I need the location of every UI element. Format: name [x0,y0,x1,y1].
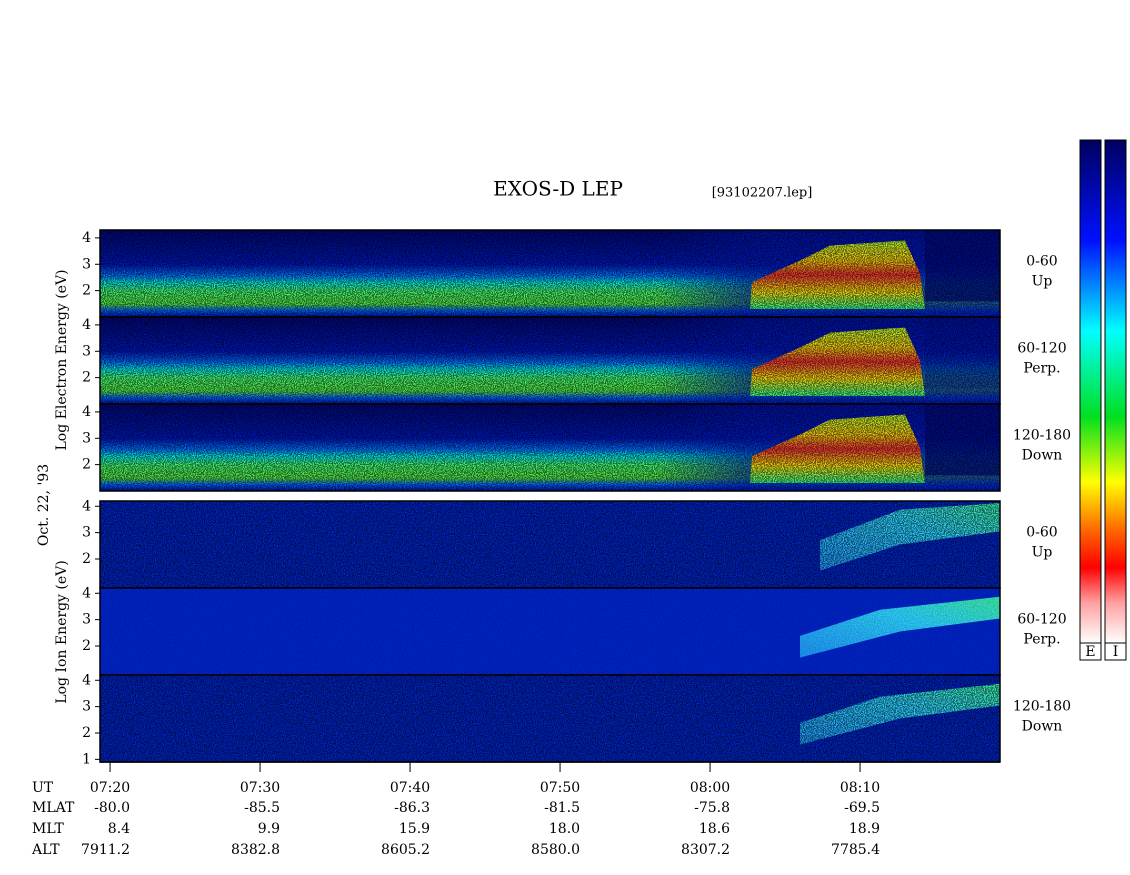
panel-label: Perp. [1023,632,1060,648]
y-tick-label: 2 [82,725,91,741]
ephemeris-value: 18.0 [549,821,580,837]
spectrogram-noise [100,675,1000,762]
panel-label: 60-120 [1017,612,1066,628]
ephemeris-value: 8580.0 [531,842,580,858]
chart-title: EXOS-D LEP [493,177,623,201]
panel-label: 120-180 [1013,699,1071,715]
y-tick-label: 3 [82,256,91,272]
panel-label: 0-60 [1026,254,1057,270]
ephemeris-value: 8.4 [108,821,130,837]
ephemeris-row-label: MLAT [32,800,75,816]
y-tick-label: 2 [82,551,91,567]
colorbar-label-box [1104,642,1127,661]
colorbar [1104,139,1127,644]
panel-label: Down [1022,719,1063,735]
panel-label: Down [1022,448,1063,464]
ephemeris-value: 9.9 [258,821,280,837]
ephemeris-row-label: ALT [31,842,60,858]
colorbar-label: I [1113,644,1119,660]
y-tick-label: 4 [82,672,91,688]
panel-label: 120-180 [1013,428,1071,444]
ephemeris-value: -69.5 [844,800,880,816]
x-tick-label: 07:30 [240,780,280,796]
y-tick-label: 4 [82,585,91,601]
colorbar [1079,139,1102,644]
y-axis-label: Log Electron Energy (eV) [54,269,70,450]
panel-frame [99,403,1001,492]
ephemeris-value: 7911.2 [81,842,130,858]
panel-label: Perp. [1023,361,1060,377]
y-tick-label: 3 [82,612,91,628]
y-tick-label: 4 [82,498,91,514]
y-axis-label: Log Ion Energy (eV) [54,560,70,703]
colorbar-label-box [1079,642,1102,661]
y-tick-label: 4 [82,404,91,420]
ephemeris-value: -85.5 [244,800,280,816]
x-tick-label: 07:50 [540,780,580,796]
panel-label: Up [1032,545,1053,561]
y-tick-label: 2 [82,638,91,654]
panel-label: 60-120 [1017,341,1066,357]
x-tick-label: 08:10 [840,780,880,796]
file-label: [93102207.lep] [712,186,813,201]
y-tick-label: 3 [82,343,91,359]
plot-layer: 2 3 4 0-60 Up 2 3 4 60-120 Perp. 2 3 4 120-180 Down 2 3 4… [31,229,1071,858]
spectrogram-noise [100,588,1000,675]
ephemeris-value: -80.0 [94,800,130,816]
ephemeris-row-label: UT [32,780,54,796]
ephemeris-value: 18.9 [849,821,880,837]
spectrogram-noise [100,230,1000,317]
x-tick-label: 07:40 [390,780,430,796]
spectrogram-noise [100,404,1000,491]
x-tick-label: 07:20 [90,780,130,796]
ephemeris-value: -75.8 [694,800,730,816]
y-tick-label: 1 [82,751,91,767]
ephemeris-value: 8605.2 [381,842,430,858]
y-tick-label: 3 [82,699,91,715]
ephemeris-value: 18.6 [699,821,730,837]
x-tick-label: 08:00 [690,780,730,796]
spectrogram-noise [100,317,1000,404]
colorbar-label: E [1085,644,1095,660]
ephemeris-value: -81.5 [544,800,580,816]
panel-label: Up [1032,274,1053,290]
y-tick-label: 2 [82,283,91,299]
ephemeris-row-label: MLT [32,821,64,837]
y-tick-label: 2 [82,457,91,473]
panel-label: 0-60 [1026,525,1057,541]
colorbars: E I [1079,139,1127,661]
y-tick-label: 3 [82,430,91,446]
ephemeris-value: 7785.4 [831,842,880,858]
date-label: Oct. 22, '93 [36,464,52,546]
ephemeris-value: 8382.8 [231,842,280,858]
ephemeris-value: 15.9 [399,821,430,837]
ephemeris-value: 8307.2 [681,842,730,858]
spectrogram-noise [100,501,1000,588]
y-tick-label: 2 [82,370,91,386]
y-tick-label: 4 [82,230,91,246]
y-tick-label: 4 [82,317,91,333]
ephemeris-value: -86.3 [394,800,430,816]
y-tick-label: 3 [82,525,91,541]
